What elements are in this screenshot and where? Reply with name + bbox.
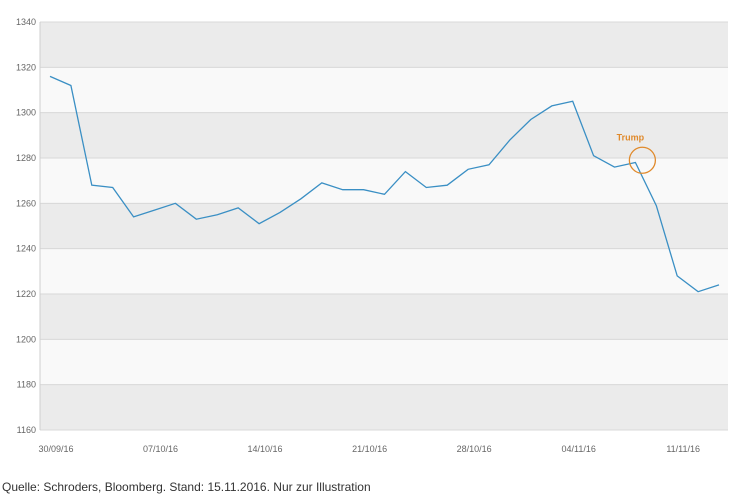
annotation: Trump <box>617 132 657 174</box>
y-tick-label: 1200 <box>16 334 36 344</box>
grid-band <box>40 112 728 158</box>
grid-band <box>40 158 728 204</box>
y-tick-label: 1260 <box>16 198 36 208</box>
grid-band <box>40 339 728 385</box>
grid-band <box>40 22 728 68</box>
y-tick-label: 1320 <box>16 62 36 72</box>
grid-bands <box>39 21 728 431</box>
y-tick-label: 1300 <box>16 108 36 118</box>
y-axis-ticks: 1160 1180 1200 1220 1240 1260 1280 1300 1320 1340 <box>16 17 36 435</box>
y-tick-label: 1160 <box>17 425 36 435</box>
x-tick-label: 04/11/16 <box>561 444 595 454</box>
grid-band <box>40 248 728 294</box>
x-tick-label: 28/10/16 <box>457 444 492 454</box>
y-tick-label: 1220 <box>16 289 36 299</box>
x-tick-label: 14/10/16 <box>248 444 283 454</box>
x-tick-label: 30/09/16 <box>38 444 73 454</box>
grid-band <box>40 294 728 340</box>
y-tick-label: 1240 <box>16 244 36 254</box>
series-line <box>49 75 720 293</box>
x-tick-label: 07/10/16 <box>143 444 178 454</box>
line-chart: 1160 1180 1200 1220 1240 1260 1280 1300 1320 1340… <box>16 17 728 454</box>
annotation-label: Trump <box>617 132 645 142</box>
y-tick-label: 1280 <box>16 153 36 163</box>
chart-area: 1160 1180 1200 1220 1240 1260 1280 1300 1320 1340… <box>16 17 728 454</box>
y-tick-label: 1340 <box>16 17 36 27</box>
x-tick-label: 11/11/16 <box>666 444 700 454</box>
x-axis-ticks: 30/09/16 07/10/16 14/10/16 21/10/16 28/10/16… <box>38 444 700 454</box>
grid-band <box>40 203 728 249</box>
grid-band <box>40 384 728 430</box>
y-tick-label: 1180 <box>17 380 36 390</box>
source-note: Quelle: Schroders, Bloomberg. Stand: 15.… <box>2 480 371 494</box>
grid-band <box>40 67 728 113</box>
annotation-circle <box>628 146 657 174</box>
x-tick-label: 21/10/16 <box>352 444 387 454</box>
